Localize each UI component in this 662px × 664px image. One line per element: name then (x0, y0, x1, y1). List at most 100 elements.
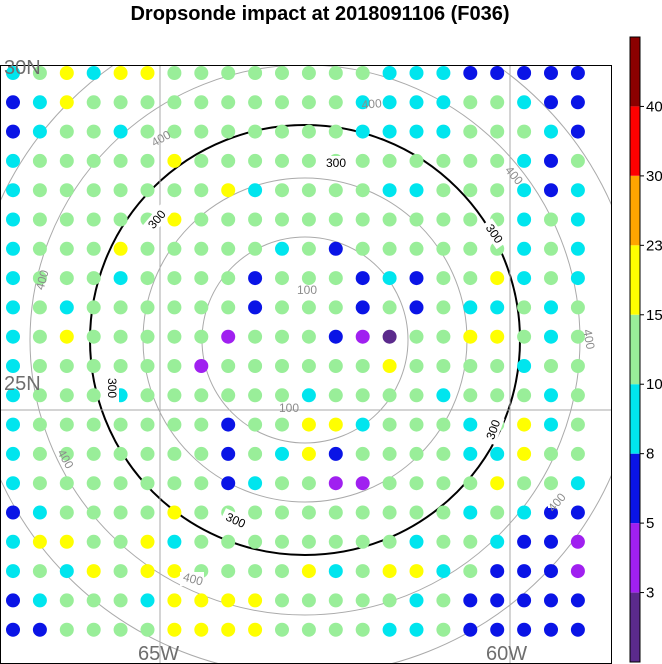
colorbar-tick-label: 40 (646, 98, 662, 115)
impact-dot (140, 329, 155, 344)
impact-dot (59, 183, 74, 198)
impact-dot (517, 66, 532, 80)
impact-dot (409, 241, 424, 256)
impact-dot (113, 564, 128, 579)
impact-dot (517, 241, 532, 256)
impact-dot (355, 505, 370, 520)
impact-dot (382, 505, 397, 520)
impact-dot (328, 66, 343, 80)
impact-dot (382, 622, 397, 637)
impact-dot (328, 359, 343, 373)
impact-dot (113, 300, 128, 315)
impact-dot (328, 476, 343, 491)
impact-dot (490, 300, 505, 315)
impact-dot (436, 95, 451, 110)
impact-dot (570, 271, 585, 286)
impact-dot (167, 66, 182, 80)
impact-dot (436, 534, 451, 549)
impact-dot (140, 241, 155, 256)
impact-dot (6, 66, 20, 80)
impact-dot (140, 622, 155, 637)
impact-dot (382, 153, 397, 168)
impact-dot (221, 388, 236, 403)
impact-dot (167, 505, 182, 520)
impact-dot (275, 95, 289, 110)
impact-dot (382, 271, 397, 286)
impact-dot (113, 446, 128, 461)
impact-dot (140, 446, 155, 461)
impact-dot (355, 388, 370, 403)
impact-dot (382, 564, 397, 579)
impact-dot (140, 417, 155, 432)
impact-dot (382, 300, 397, 315)
impact-dot (490, 446, 505, 461)
impact-dot (463, 66, 478, 80)
impact-dot (382, 212, 397, 227)
impact-dot (140, 124, 155, 139)
impact-dot (301, 476, 316, 491)
impact-dot (32, 66, 47, 80)
impact-dot (355, 476, 370, 491)
impact-dot (517, 212, 532, 227)
impact-dot (490, 505, 505, 520)
impact-dot (32, 124, 47, 139)
impact-dot (113, 95, 128, 110)
impact-dot (570, 622, 585, 637)
range-ring-label: 100 (279, 401, 299, 415)
impact-dot (517, 622, 532, 637)
impact-dot (517, 564, 532, 579)
impact-dot (59, 359, 74, 373)
impact-dot (301, 95, 316, 110)
impact-dot (544, 593, 558, 608)
impact-dot (113, 183, 128, 198)
impact-dot (409, 476, 424, 491)
impact-dot (32, 505, 47, 520)
impact-dot (86, 300, 101, 315)
impact-dot (86, 329, 101, 344)
lon-label-65w: 65W (138, 643, 179, 664)
impact-dot (32, 271, 47, 286)
colorbar-tick-label: 30 (646, 168, 662, 185)
impact-dot (59, 564, 74, 579)
impact-dot (194, 300, 209, 315)
range-ring-label: 300 (326, 156, 346, 170)
impact-dot (301, 66, 316, 80)
impact-dot (355, 593, 370, 608)
impact-dot (194, 388, 209, 403)
impact-dot (544, 476, 558, 491)
impact-dot (544, 66, 558, 80)
impact-dot (355, 564, 370, 579)
impact-dot (194, 212, 209, 227)
impact-dot (436, 505, 451, 520)
colorbar: 3 5 8 10 15 23 30 40 (629, 36, 662, 663)
impact-dot (221, 66, 236, 80)
impact-dot (301, 329, 316, 344)
impact-dot (355, 153, 370, 168)
impact-dot (167, 212, 182, 227)
impact-dot (544, 124, 558, 139)
impact-dot (167, 446, 182, 461)
impact-dot (570, 534, 585, 549)
impact-dot (544, 241, 558, 256)
impact-dot (409, 212, 424, 227)
chart-title: Dropsonde impact at 2018091106 (F036) (130, 3, 510, 25)
lat-label-25n: 25N (4, 373, 41, 395)
impact-dot (32, 564, 47, 579)
colorbar-tick-label: 15 (646, 307, 662, 324)
impact-dot (140, 593, 155, 608)
impact-dot (248, 329, 263, 344)
colorbar-segment (630, 106, 640, 176)
impact-dot (517, 505, 532, 520)
impact-dot (194, 183, 209, 198)
impact-dot (86, 271, 101, 286)
impact-dot (301, 183, 316, 198)
impact-dot (463, 564, 478, 579)
impact-dot (301, 359, 316, 373)
impact-dot (113, 534, 128, 549)
impact-dot (355, 66, 370, 80)
impact-dot (463, 300, 478, 315)
impact-dot (194, 534, 209, 549)
impact-dot (328, 212, 343, 227)
impact-dot (355, 446, 370, 461)
impact-dot (490, 95, 505, 110)
